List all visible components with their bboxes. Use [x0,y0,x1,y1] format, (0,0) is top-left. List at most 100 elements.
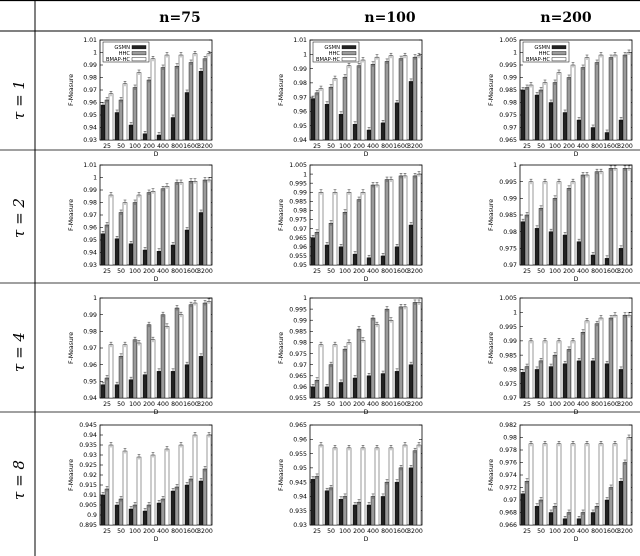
chart-2-0-xtick-label: 25 [103,401,111,408]
chart-3-2-xtick-label: 200 [563,528,575,535]
chart-3-2-bar-bmap-hc [556,443,562,526]
chart-0-1-legend-label: GSMN [324,45,340,51]
chart-2-1-bar-bmap-hc [374,324,380,399]
chart-2-2-bar-gsmn [562,363,568,399]
chart-3-1-bar-gsmn [338,499,344,526]
chart-1-0-bar-hhc [146,192,152,266]
chart-3-2-xtick-label: 25 [523,528,531,535]
chart-0-0-bar-hhc [188,62,194,141]
chart-0-0-bar-bmap-hc [164,54,170,141]
chart-2-2-ytick-label: 0.985 [499,352,517,359]
chart-1-2-bar-hhc [552,198,558,266]
chart-1-1-bar-bmap-hc [332,192,338,266]
chart-3-2-ytick-label: 0.966 [499,522,517,529]
chart-3-2-bar-gsmn [604,499,610,526]
chart-1-1-xtick-label: 100 [339,268,351,275]
chart-3-1-frame [309,424,423,526]
chart-2-2-bar-bmap-hc [570,340,576,399]
chart-3-0-bar-bmap-hc [206,434,212,526]
chart-0-2-ytick-label: 1.005 [499,37,517,44]
chart-0-2-bar-bmap-hc [612,54,618,141]
chart-3-1-bar-hhc [342,496,348,526]
chart-0-2-ytick-label: 0.985 [499,87,517,94]
chart-panel: 0.93 0.94 0.95 0.96 0.97 0.98 0.99 1 1.01 F-Measu… [68,162,213,283]
chart-1-0-bar-hhc [202,179,208,266]
chart-2-1-bar-hhc [398,306,404,399]
chart-1-1-ytick-label: 0.98 [293,208,307,215]
chart-0-1-bar-bmap-hc [374,56,380,141]
chart-2-0-xtick-label: 1600 [183,401,199,408]
chart-3-0-xtick-label: 800 [171,528,183,535]
chart-0-0-bar-hhc [118,99,124,141]
chart-3-2-xtick-label: 100 [549,528,561,535]
chart-0-1-frame [309,39,423,141]
chart-3-0-xtick-label: 200 [143,528,155,535]
chart-2-2-bar-bmap-hc [598,317,604,399]
chart-1-2-bar-gsmn [548,231,554,266]
chart-3-1-bar-gsmn [380,496,386,526]
chart-3-2-ytick-label: 0.976 [499,460,517,467]
chart-2-0-ytick-label: 0.97 [83,345,97,352]
chart-1-0-ytick-label: 0.99 [83,187,97,194]
chart-2-0-bar-bmap-hc [136,342,142,399]
chart-0-0-bar-bmap-hc [108,93,114,141]
chart-1-2-ytick-label: 0.98 [503,229,517,236]
chart-0-1-xtick-label: 800 [381,143,393,150]
chart-3-2-bar-hhc [594,506,600,526]
chart-0-1-bar-bmap-hc [346,65,352,141]
chart-1-0-bar-bmap-hc [122,202,128,266]
chart-0-0-legend-label: GSMN [114,45,130,51]
chart-0-2-bar-bmap-hc [598,54,604,141]
chart-0-0-bar-bmap-hc [122,83,128,141]
chart-2-0-bar-hhc [202,302,208,399]
chart-0-1-xtick-label: 1600 [393,143,409,150]
chart-1-0-bar-bmap-hc [150,191,156,266]
chart-1-0-bar-gsmn [128,243,134,266]
chart-2-2-ytick-label: 0.98 [503,367,517,374]
chart-3-1-ytick-label: 0.965 [289,422,307,429]
chart-0-1-ylabel: F-Measure [278,74,285,106]
chart-3-0-xtick-label: 400 [157,528,169,535]
chart-3-1-bar-bmap-hc [346,447,352,526]
chart-0-2-bar-gsmn [576,119,582,141]
chart-2-1-bar-hhc [314,380,320,399]
chart-3-1-xtick-label: 200 [353,528,365,535]
chart-1-1-xtick-label: 50 [327,268,335,275]
chart-2-0-bar-hhc [188,304,194,399]
chart-2-1-xtick-label: 800 [381,401,393,408]
chart-3-0-ytick-label: 0.92 [83,472,97,479]
chart-0-1-bar-hhc [328,86,334,141]
chart-2-0-bar-bmap-hc [178,314,184,399]
chart-1-1-bar-bmap-hc [388,179,394,266]
chart-0-1-legend-swatch [341,57,357,62]
chart-0-2-bar-gsmn [534,94,540,141]
chart-2-1-xtick-label: 1600 [393,401,409,408]
chart-0-0-legend-swatch [131,51,147,56]
chart-2-2-bar-hhc [524,366,530,399]
row-header-tau8: τ = 8 [10,460,28,500]
chart-1-1-xtick-label: 25 [313,268,321,275]
chart-0-2-ytick-label: 0.97 [503,125,517,132]
chart-2-1-bar-gsmn [366,375,372,399]
chart-1-2-ytick-label: 0.99 [503,196,517,203]
chart-3-0-bar-hhc [146,504,152,526]
chart-0-0-xtick-label: 100 [129,143,141,150]
chart-panel: 0.97 0.975 0.98 0.985 0.99 0.995 1 1.005 F-Measu… [488,295,633,416]
chart-3-1-bar-bmap-hc [374,447,380,526]
chart-1-2-bar-hhc [608,168,614,266]
chart-2-2-bar-hhc [538,360,544,399]
chart-1-0-xlabel: D [154,276,159,283]
chart-1-1-ytick-label: 0.965 [289,235,307,242]
chart-3-0-bar-bmap-hc [136,456,142,526]
chart-3-2-bar-gsmn [618,481,624,526]
chart-0-2-bar-bmap-hc [528,84,534,141]
chart-0-0-xtick-label: 3200 [197,143,213,150]
chart-2-0-ylabel: F-Measure [68,332,75,364]
chart-3-0-bar-bmap-hc [178,444,184,526]
chart-0-1-bar-gsmn [338,114,344,141]
chart-2-2-ytick-label: 1.005 [499,295,517,302]
chart-0-0-bar-bmap-hc [150,58,156,141]
chart-1-1-xtick-label: 400 [367,268,379,275]
chart-1-2-ytick-label: 0.995 [499,179,517,186]
